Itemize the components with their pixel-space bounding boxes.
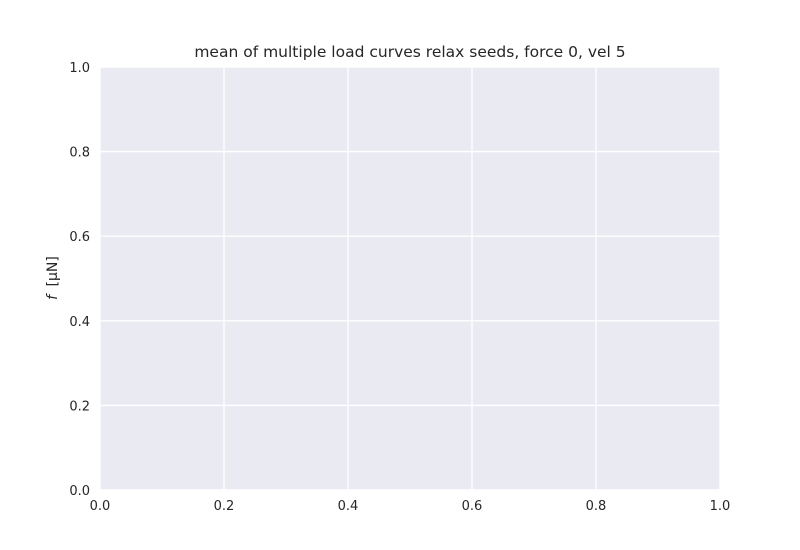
y-axis-label: f [μN] xyxy=(45,256,61,300)
y-axis-label-symbol: f xyxy=(45,293,61,300)
x-tick-label: 0.0 xyxy=(90,499,111,514)
y-tick-label: 0.0 xyxy=(69,484,90,499)
x-tick-labels: 0.0 0.2 0.4 0.6 0.8 1.0 xyxy=(90,499,731,514)
y-tick-label: 0.8 xyxy=(69,146,90,161)
x-grid-lines xyxy=(99,67,721,490)
y-tick-label: 0.4 xyxy=(69,315,90,330)
x-tick-label: 0.6 xyxy=(462,499,483,514)
x-tick-label: 0.8 xyxy=(586,499,607,514)
plot-background xyxy=(100,67,720,490)
y-grid-lines xyxy=(100,66,720,491)
y-tick-labels: 0.0 0.2 0.4 0.6 0.8 1.0 xyxy=(69,61,90,499)
y-tick-label: 0.2 xyxy=(69,399,90,414)
y-tick-label: 1.0 xyxy=(69,61,90,76)
chart-title: mean of multiple load curves relax seeds… xyxy=(194,43,625,61)
y-axis-label-unit: [μN] xyxy=(45,256,61,286)
y-tick-label: 0.6 xyxy=(69,230,90,245)
x-tick-label: 0.2 xyxy=(214,499,235,514)
x-tick-label: 1.0 xyxy=(710,499,731,514)
x-tick-label: 0.4 xyxy=(338,499,359,514)
